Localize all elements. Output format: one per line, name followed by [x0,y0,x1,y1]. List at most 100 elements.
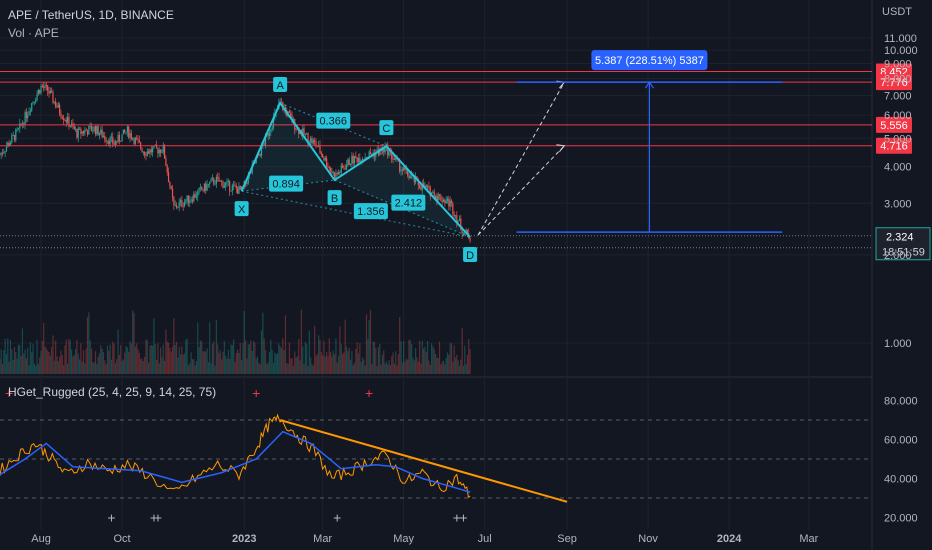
candle-body [158,149,160,154]
candle-body [405,168,407,170]
volume-bar [209,322,211,374]
candle-body [48,90,50,94]
volume-bar [49,355,51,374]
volume-bar [223,341,225,374]
volume-bar [256,356,259,374]
volume-bar [237,349,239,374]
volume-bar [121,360,123,374]
osc-line-orange [0,413,471,499]
candle-body [440,195,442,201]
volume-bar [360,361,362,374]
volume-bar [323,340,325,374]
candle-body [44,84,46,89]
candle-body [229,180,231,192]
candle-body [364,157,366,160]
candle-body [345,165,348,170]
volume-bar [94,351,97,374]
volume-bar [104,360,106,374]
price-tick-label: 11.000 [884,33,917,45]
candle-body [129,133,131,138]
volume-bar [227,349,229,374]
candle-body [149,149,151,154]
candle-body [384,146,386,153]
candle-body [152,148,154,153]
level-price-label: 4.716 [880,141,908,153]
candle-body [352,155,354,164]
volume-bar [35,365,37,374]
price-axis[interactable]: 1.000 2.000 3.000 4.000 5.000 6.000 7.000 8.000… [884,33,918,524]
candle-body [331,170,333,174]
level-price-tag [876,137,912,154]
candle-body [163,144,166,159]
volume-bar [89,340,91,374]
candle-body [213,178,215,184]
volume-bar [441,361,443,374]
candle-body [426,186,429,188]
candle-body [27,114,29,119]
candle-body [444,199,446,204]
candle-body [36,94,38,101]
volume-bar [118,354,121,374]
candle-body [1,152,4,154]
volume-bar [375,347,377,374]
volume-bar [116,359,118,374]
candle-body [43,87,45,89]
candle-body [113,143,115,145]
volume-bar [276,353,279,374]
volume-bar [355,348,357,374]
candle-body [193,194,195,202]
time-axis[interactable]: Aug Oct 2023 Mar May Jul Sep Nov 2024 Mar [31,533,818,545]
candle-body [52,92,54,103]
candle-body [195,196,198,198]
candle-body [255,158,257,164]
volume-bar [155,360,158,374]
candle-body [371,154,373,155]
volume-bar [142,361,144,374]
candle-body [333,172,336,181]
volume-bar [457,360,459,374]
volume-bar [260,330,263,374]
candle-body [280,101,283,103]
volume-bar [286,362,288,374]
volume-bar [445,357,447,374]
volume-legend[interactable]: Vol · APE [8,26,59,40]
volume-bar [205,351,207,374]
price-range-measure[interactable]: 5.387 (228.51%) 5387 [516,50,783,233]
candle-body [114,141,117,145]
volume-bar [29,342,32,374]
level-price-label: 5.556 [880,120,908,132]
candle-body [330,167,332,171]
candle-body [59,104,61,114]
pattern-ratio-label: 0.894 [272,179,300,191]
price-tick-label: 5.000 [884,133,912,145]
candle-body [323,157,325,161]
pattern-ratio-label: 0.366 [320,116,348,128]
indicator-legend[interactable]: HGet_Rugged (25, 4, 25, 9, 14, 25, 75) [8,385,217,399]
volume-bar [8,361,10,374]
pattern-fill-bcd [334,146,471,238]
volume-bar [274,352,276,374]
measure-arrowhead [644,81,654,89]
volume-bar [405,358,407,374]
candle-body [161,152,163,153]
candle-body [355,156,357,158]
candle-body [456,215,458,223]
volume-bar [96,363,98,374]
candle-body [339,172,341,174]
volume-bar [92,361,94,374]
currency-label[interactable]: USDT [882,6,912,18]
volume-bar [3,350,5,374]
candle-body [327,166,329,168]
volume-bar [86,317,89,374]
osc-tick-label: 40.000 [884,473,918,485]
time-tick-label: Sep [557,533,577,545]
volume-bar [112,341,114,374]
harmonic-pattern[interactable]: X A B C D 0.366 0.894 1.356 2.412 [234,76,478,263]
volume-bar [4,338,6,374]
candle-body [290,112,292,116]
volume-bar [170,351,172,374]
symbol-title[interactable]: APE / TetherUS, 1D, BINANCE [8,8,174,22]
price-tick-label: 2.000 [884,250,912,262]
